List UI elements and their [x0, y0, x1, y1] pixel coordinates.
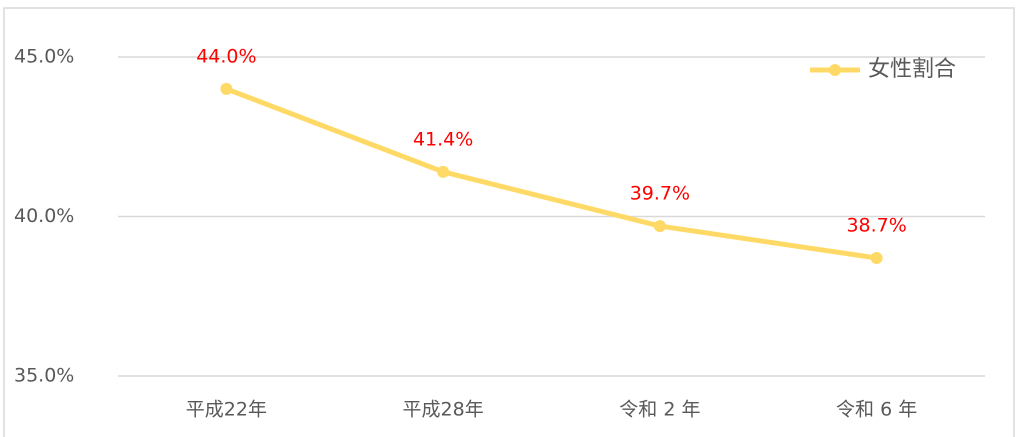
data-label: 41.4% — [413, 128, 473, 150]
x-tick-label: 平成22年 — [186, 399, 267, 421]
legend-marker — [829, 64, 841, 76]
chart-frame — [3, 7, 1015, 437]
y-tick-label: 40.0% — [14, 205, 74, 227]
data-point — [220, 82, 233, 95]
data-label: 39.7% — [630, 183, 690, 205]
data-point — [653, 220, 666, 233]
y-tick-label: 35.0% — [14, 365, 74, 387]
legend-label: 女性割合 — [868, 57, 956, 82]
series-line — [225, 86, 877, 261]
y-tick-label: 45.0% — [14, 46, 74, 68]
data-label: 38.7% — [846, 214, 906, 236]
x-tick-label: 令和 2 年 — [619, 399, 700, 421]
x-tick-label: 令和 6 年 — [836, 399, 917, 421]
data-point — [870, 251, 883, 264]
data-point — [437, 165, 450, 178]
x-tick-label: 平成28年 — [403, 399, 484, 421]
data-label: 44.0% — [196, 45, 256, 67]
